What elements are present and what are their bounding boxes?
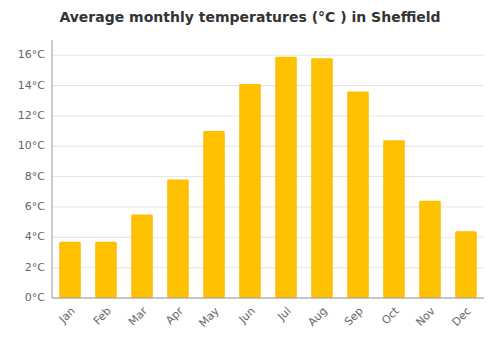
bar bbox=[95, 242, 117, 298]
y-axis-line bbox=[52, 40, 53, 298]
grid-line bbox=[52, 146, 484, 147]
y-grid bbox=[52, 55, 484, 298]
x-tick-label: May bbox=[196, 304, 222, 330]
y-tick-label: 16°C bbox=[18, 48, 45, 61]
bar bbox=[131, 215, 153, 298]
bars bbox=[59, 57, 477, 298]
chart: 0°C 2°C 4°C 6°C 8°C 10°C 12°C 14°C 16°C Jan Feb Mar… bbox=[0, 0, 500, 350]
x-tick-label: Oct bbox=[379, 304, 402, 327]
x-tick-label: Jan bbox=[56, 305, 78, 327]
x-tick-label: Nov bbox=[413, 304, 438, 329]
chart-title: Average monthly temperatures (°C ) in Sh… bbox=[59, 9, 440, 25]
grid-line bbox=[52, 55, 484, 56]
bar bbox=[311, 58, 333, 298]
bar bbox=[455, 231, 477, 298]
grid-line bbox=[52, 85, 484, 86]
x-tick-label: Apr bbox=[163, 304, 186, 327]
y-tick-label: 4°C bbox=[25, 230, 45, 243]
bar bbox=[239, 84, 261, 298]
x-tick-label: Dec bbox=[450, 305, 474, 329]
y-tick-label: 8°C bbox=[25, 170, 45, 183]
y-tick-label: 2°C bbox=[25, 261, 45, 274]
bar bbox=[383, 140, 405, 298]
bar bbox=[419, 201, 441, 298]
x-tick-label: Jun bbox=[236, 305, 258, 327]
grid-line bbox=[52, 115, 484, 116]
bar bbox=[203, 131, 225, 298]
bar bbox=[59, 242, 81, 298]
bar bbox=[167, 180, 189, 298]
x-tick-label: Mar bbox=[126, 304, 150, 328]
chart-container: 0°C 2°C 4°C 6°C 8°C 10°C 12°C 14°C 16°C Jan Feb Mar… bbox=[0, 0, 500, 350]
y-tick-label: 6°C bbox=[25, 200, 45, 213]
bar bbox=[275, 57, 297, 298]
x-axis-line bbox=[52, 298, 484, 299]
grid-line bbox=[52, 176, 484, 177]
x-tick-label: Jul bbox=[274, 305, 293, 324]
y-tick-label: 10°C bbox=[18, 139, 45, 152]
y-tick-label: 14°C bbox=[18, 79, 45, 92]
y-tick-label: 0°C bbox=[25, 291, 45, 304]
x-tick-label: Aug bbox=[305, 305, 329, 329]
x-tick-label: Sep bbox=[342, 305, 366, 329]
bar bbox=[347, 92, 369, 298]
x-tick-label: Feb bbox=[91, 305, 114, 328]
grid-line bbox=[52, 298, 484, 299]
y-tick-label: 12°C bbox=[18, 109, 45, 122]
